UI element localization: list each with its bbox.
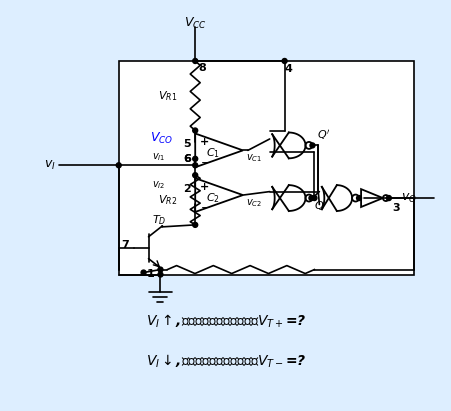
Circle shape [309,143,314,148]
Circle shape [311,196,316,201]
Text: $V_{R1}$: $V_{R1}$ [158,89,177,103]
Circle shape [308,196,313,201]
Text: $C_1$: $C_1$ [206,146,220,160]
Text: $v_I$: $v_I$ [44,159,56,172]
Text: $v_{I2}$: $v_{I2}$ [152,179,165,191]
Circle shape [356,196,361,201]
Text: $V_{CC}$: $V_{CC}$ [184,16,206,31]
Circle shape [192,222,197,227]
Circle shape [141,270,146,275]
Text: $Q'$: $Q'$ [317,129,330,143]
Circle shape [192,58,197,63]
Circle shape [386,196,391,201]
Circle shape [192,173,197,178]
Circle shape [157,272,162,277]
Circle shape [192,128,197,133]
Text: 5: 5 [183,139,191,149]
Text: $Q$: $Q$ [314,199,324,212]
Text: $V_I\downarrow$,使电路状态发生转变的值$V_{T-}$=?: $V_I\downarrow$,使电路状态发生转变的值$V_{T-}$=? [146,352,305,369]
Text: 6: 6 [183,154,191,164]
Text: 7: 7 [121,240,129,250]
Bar [119,61,413,275]
Circle shape [192,163,197,168]
Text: +: + [200,182,209,192]
Circle shape [157,267,162,272]
Text: 8: 8 [198,63,206,73]
Text: $v_O$: $v_O$ [400,192,416,205]
Circle shape [116,163,121,168]
Circle shape [192,156,197,161]
Text: 3: 3 [391,203,399,213]
Text: $v_{C1}$: $v_{C1}$ [245,152,262,164]
Text: +: + [200,137,209,147]
Circle shape [281,58,286,63]
Text: $-$: $-$ [200,201,210,210]
Text: $V_{CO}$: $V_{CO}$ [150,131,173,146]
Text: $V_{R2}$: $V_{R2}$ [158,193,177,207]
Text: $V_I\uparrow$,使电路状态发生转变的值$V_{T+}$=?: $V_I\uparrow$,使电路状态发生转变的值$V_{T+}$=? [146,312,305,330]
Text: $v_{I1}$: $v_{I1}$ [152,151,165,163]
Text: $-$: $-$ [200,156,210,166]
Text: 6: 6 [183,154,191,164]
Text: $T_D$: $T_D$ [151,213,166,227]
Text: 1: 1 [146,268,154,279]
Text: 4: 4 [284,64,292,74]
Text: 2: 2 [183,184,191,194]
Text: $v_{C2}$: $v_{C2}$ [245,197,262,209]
Text: $C_2$: $C_2$ [206,191,220,205]
